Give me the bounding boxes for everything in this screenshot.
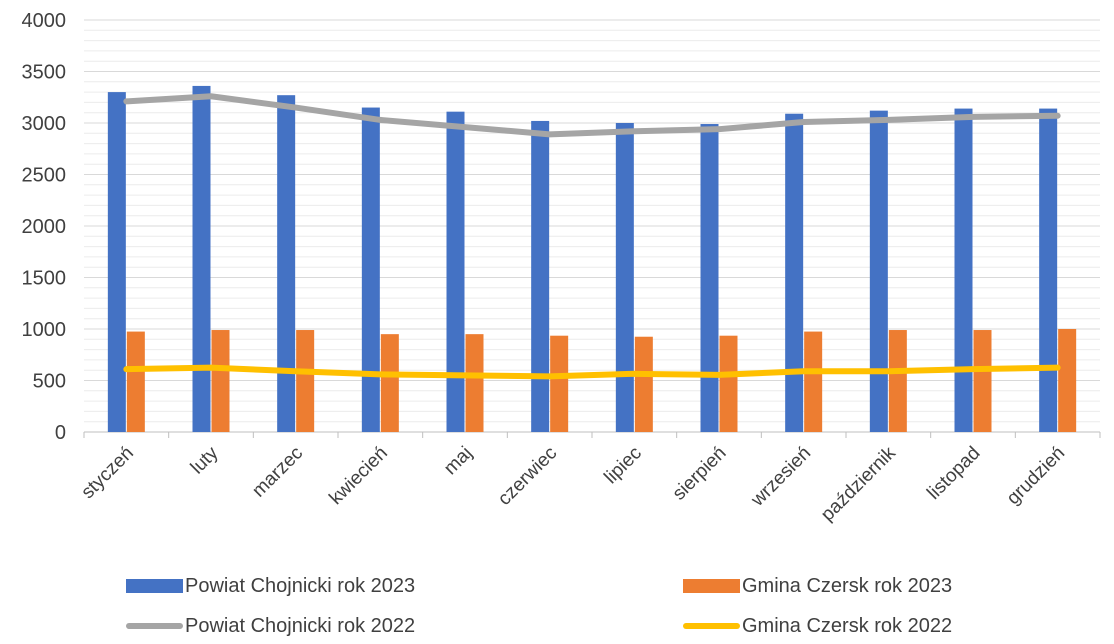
y-tick-label: 3000 <box>22 113 67 135</box>
bar-czersk-2023 <box>804 331 823 432</box>
bar-czersk-2023 <box>719 335 738 432</box>
legend-swatch-czersk-2023 <box>683 579 740 593</box>
x-tick-label: luty <box>187 442 223 478</box>
y-tick-label: 0 <box>55 422 66 444</box>
x-tick-label: sierpień <box>669 443 731 505</box>
bar-powiat-2023 <box>700 124 719 432</box>
x-tick-label: grudzień <box>1003 443 1069 509</box>
bar-powiat-2023 <box>954 108 973 432</box>
x-tick-label: maj <box>440 443 477 480</box>
x-tick-label: wrzesień <box>747 443 816 512</box>
bar-czersk-2023 <box>973 330 992 432</box>
bar-czersk-2023 <box>888 330 907 432</box>
bar-powiat-2023 <box>192 85 211 433</box>
chart-plot: 0 500 1000 1500 2000 2500 3000 3500 4000 styczeń l… <box>22 10 1101 525</box>
legend-item-czersk-2023: Gmina Czersk rok 2023 <box>683 572 952 600</box>
legend-label-czersk-2023: Gmina Czersk rok 2023 <box>742 574 953 597</box>
bar-czersk-2023 <box>126 331 145 432</box>
y-tick-label: 500 <box>33 371 66 393</box>
bar-czersk-2023 <box>1058 329 1077 432</box>
legend-label-powiat-2023: Powiat Chojnicki rok 2023 <box>185 574 416 597</box>
bar-czersk-2023 <box>211 330 230 432</box>
y-tick-label: 1000 <box>22 319 67 341</box>
bar-czersk-2023 <box>550 335 569 432</box>
legend-swatch-powiat-2022 <box>126 623 183 629</box>
legend-label-czersk-2022: Gmina Czersk rok 2022 <box>742 614 953 637</box>
bar-powiat-2023 <box>361 107 380 433</box>
bar-czersk-2023 <box>634 336 653 432</box>
bar-powiat-2023 <box>277 95 296 432</box>
bar-powiat-2023 <box>785 113 804 432</box>
line-powiat-2022 <box>123 93 1061 138</box>
chart-legend: Powiat Chojnicki rok 2023 Gmina Czersk r… <box>0 568 1114 644</box>
legend-item-czersk-2022: Gmina Czersk rok 2022 <box>683 612 952 640</box>
bar-powiat-2023 <box>107 92 126 432</box>
legend-label-powiat-2022: Powiat Chojnicki rok 2022 <box>185 614 416 637</box>
line-czersk-2022 <box>123 364 1061 380</box>
bar-powiat-2023 <box>869 110 888 432</box>
x-tick-label: lipiec <box>600 443 645 488</box>
bar-czersk-2023 <box>465 334 484 432</box>
x-tick-label: listopad <box>923 443 984 504</box>
legend-item-powiat-2022: Powiat Chojnicki rok 2022 <box>126 612 415 640</box>
x-tick-label: czerwiec <box>494 443 561 510</box>
y-tick-label: 2000 <box>22 216 67 238</box>
y-tick-label: 2500 <box>22 165 67 187</box>
bar-powiat-2023 <box>446 111 465 433</box>
bar-powiat-2023 <box>531 120 550 432</box>
y-tick-label: 3500 <box>22 62 67 84</box>
y-tick-label: 1500 <box>22 268 67 290</box>
legend-swatch-powiat-2023 <box>126 579 183 593</box>
x-tick-label: marzec <box>248 443 307 502</box>
x-tick-label: kwiecień <box>325 443 391 509</box>
legend-item-powiat-2023: Powiat Chojnicki rok 2023 <box>126 572 415 600</box>
legend-swatch-czersk-2022 <box>683 623 740 629</box>
bar-powiat-2023 <box>615 123 634 432</box>
bar-powiat-2023 <box>1039 108 1058 432</box>
y-tick-label: 4000 <box>22 10 67 32</box>
x-tick-label: styczeń <box>77 443 137 503</box>
x-tick-label: październik <box>817 442 900 525</box>
bar-czersk-2023 <box>296 330 315 432</box>
bar-czersk-2023 <box>380 334 399 432</box>
